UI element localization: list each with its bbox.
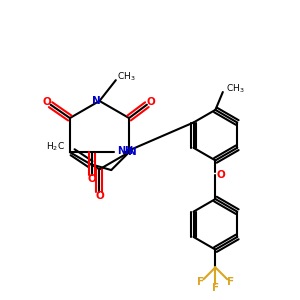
Text: O: O bbox=[43, 97, 51, 107]
Text: N: N bbox=[92, 96, 101, 106]
Text: F: F bbox=[197, 277, 204, 287]
Text: O: O bbox=[216, 170, 225, 180]
Text: H$_2$C: H$_2$C bbox=[46, 141, 65, 153]
Text: O: O bbox=[88, 174, 97, 184]
Text: CH$_3$: CH$_3$ bbox=[226, 83, 244, 95]
Text: F: F bbox=[227, 277, 234, 287]
Text: CH$_3$: CH$_3$ bbox=[117, 71, 136, 83]
Text: O: O bbox=[146, 97, 155, 107]
Text: NH: NH bbox=[117, 146, 133, 156]
Text: O: O bbox=[95, 191, 104, 201]
Text: N: N bbox=[128, 147, 136, 157]
Text: F: F bbox=[212, 283, 219, 293]
